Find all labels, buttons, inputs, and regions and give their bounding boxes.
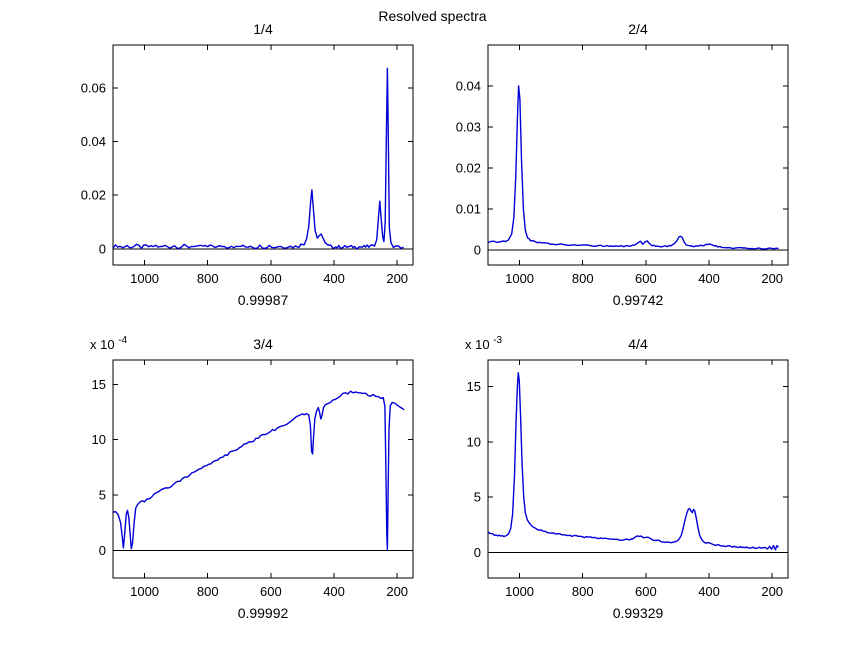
subplot-4-xlabel: 0.99329: [613, 605, 664, 621]
subplot-4-y-tick-label: 15: [467, 379, 481, 394]
subplot-2-x-tick-label: 800: [572, 271, 594, 286]
subplot-2-spectrum-line: [488, 85, 779, 250]
subplot-4-y-scale-label: x 10 -3: [465, 335, 503, 352]
subplot-3-y-tick-label: 5: [99, 488, 106, 503]
subplot-3-spectrum-line: [113, 390, 405, 551]
subplot-4-y-tick-label: 10: [467, 434, 481, 449]
subplot-1-y-tick-label: 0.02: [81, 188, 106, 203]
subplot-4-x-tick-label: 600: [635, 584, 657, 599]
subplot-4-x-tick-label: 800: [572, 584, 594, 599]
subplot-3-y-tick-label: 0: [99, 543, 106, 558]
subplot-1-x-tick-label: 800: [197, 271, 219, 286]
subplot-3-y-scale-label: x 10 -4: [90, 335, 128, 352]
subplot-1-x-tick-label: 400: [323, 271, 345, 286]
subplot-3-y-tick-label: 15: [92, 377, 106, 392]
subplot-4-y-tick-label: 5: [474, 490, 481, 505]
subplot-2-y-tick-label: 0: [474, 243, 481, 258]
subplot-1-x-tick-label: 600: [260, 271, 282, 286]
subplot-2-y-tick-label: 0.04: [456, 79, 481, 94]
subplot-1-y-tick-label: 0.06: [81, 80, 106, 95]
subplot-2-x-tick-label: 200: [761, 271, 783, 286]
subplot-3-xlabel: 0.99992: [238, 605, 289, 621]
subplot-4-y-tick-label: 0: [474, 545, 481, 560]
subplot-4-x-tick-label: 1000: [505, 584, 534, 599]
subplot-3-x-tick-label: 200: [386, 584, 408, 599]
subplot-3-x-tick-label: 400: [323, 584, 345, 599]
subplot-4-x-tick-label: 200: [761, 584, 783, 599]
subplot-2-x-tick-label: 400: [698, 271, 720, 286]
subplot-2-x-tick-label: 600: [635, 271, 657, 286]
subplot-1-x-tick-label: 200: [386, 271, 408, 286]
subplot-3-axes-box: [112, 359, 414, 579]
subplot-1-x-tick-label: 1000: [130, 271, 159, 286]
subplot-3-x-tick-label: 1000: [130, 584, 159, 599]
subplot-2-xlabel: 0.99742: [613, 292, 664, 308]
subplot-2-y-tick-label: 0.03: [456, 120, 481, 135]
subplot-2-axes-box: [487, 44, 789, 266]
subplot-1-title: 1/4: [253, 21, 273, 37]
subplot-1-spectrum-line: [113, 67, 404, 250]
subplot-2-x-tick-label: 1000: [505, 271, 534, 286]
subplot-4-x-tick-label: 400: [698, 584, 720, 599]
figure-title: Resolved spectra: [378, 8, 487, 24]
subplot-2-title: 2/4: [628, 21, 648, 37]
subplot-1-xlabel: 0.99987: [238, 292, 289, 308]
subplot-1-y-tick-label: 0.04: [81, 134, 106, 149]
subplot-2-y-tick-label: 0.01: [456, 202, 481, 217]
subplot-3-x-tick-label: 600: [260, 584, 282, 599]
subplot-4-title: 4/4: [628, 336, 648, 352]
subplot-2-y-tick-label: 0.02: [456, 161, 481, 176]
subplot-1-axes-box: [112, 44, 414, 266]
subplot-4-spectrum-line: [488, 372, 780, 551]
subplot-3-x-tick-label: 800: [197, 584, 219, 599]
subplot-3-y-tick-label: 10: [92, 432, 106, 447]
subplot-1-y-tick-label: 0: [99, 241, 106, 256]
subplot-3-title: 3/4: [253, 336, 273, 352]
subplot-4-axes-box: [487, 359, 789, 579]
